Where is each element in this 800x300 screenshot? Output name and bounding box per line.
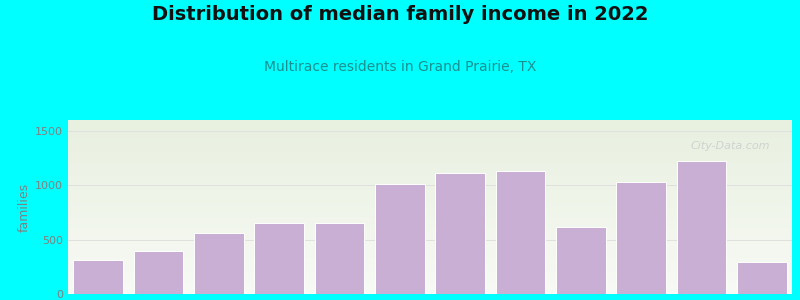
Text: Multirace residents in Grand Prairie, TX: Multirace residents in Grand Prairie, TX	[264, 60, 536, 74]
Bar	[556, 226, 606, 294]
Bar	[375, 184, 425, 294]
Bar	[617, 182, 666, 294]
Bar	[194, 233, 243, 294]
Bar	[677, 161, 726, 294]
Bar	[737, 262, 786, 294]
Bar	[134, 250, 183, 294]
Text: Distribution of median family income in 2022: Distribution of median family income in …	[152, 4, 648, 23]
Bar	[314, 223, 364, 294]
Bar	[74, 260, 123, 294]
Bar	[254, 223, 304, 294]
Bar	[435, 173, 485, 294]
Y-axis label: families: families	[18, 182, 31, 232]
Text: City-Data.com: City-Data.com	[690, 141, 770, 151]
Bar	[496, 171, 546, 294]
